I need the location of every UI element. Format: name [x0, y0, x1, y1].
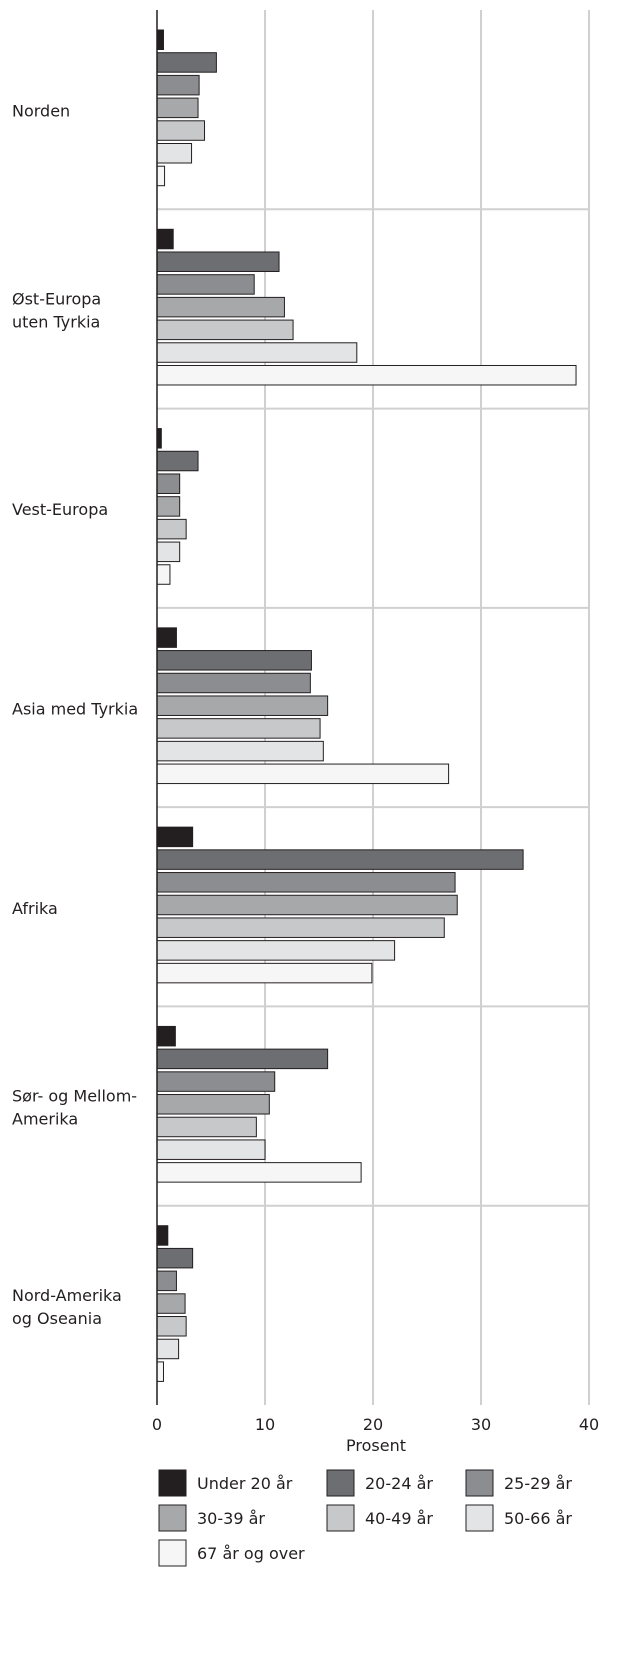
bar: [156, 1116, 257, 1138]
bar: [156, 1316, 187, 1337]
bar: [156, 52, 217, 73]
x-tick-label: 40: [579, 1415, 599, 1434]
bar: [156, 627, 177, 648]
x-tick-label: 30: [471, 1415, 491, 1434]
bar: [156, 940, 396, 961]
category-label: Afrika: [12, 899, 58, 918]
bar: [156, 473, 181, 494]
x-tick-label: 20: [363, 1415, 383, 1434]
bar: [156, 894, 458, 916]
legend-swatch: [465, 1504, 494, 1532]
bar: [156, 1293, 186, 1314]
bar: [156, 251, 280, 272]
category-label: Øst-Europa uten Tyrkia: [12, 289, 101, 331]
bar: [156, 826, 194, 848]
legend-label: 20-24 år: [365, 1474, 433, 1493]
x-axis-label: Prosent: [346, 1436, 406, 1455]
bar: [156, 849, 524, 870]
bar: [156, 1162, 362, 1183]
bar: [156, 1094, 270, 1115]
bar: [156, 143, 193, 164]
bar: [156, 763, 450, 785]
legend-swatch: [158, 1539, 187, 1567]
legend-label: 25-29 år: [504, 1474, 572, 1493]
bar: [156, 518, 187, 540]
legend-label: 30-39 år: [197, 1509, 265, 1528]
bar: [156, 1338, 180, 1360]
bar: [156, 1247, 194, 1269]
bar: [156, 1225, 169, 1246]
x-tick-label: 10: [255, 1415, 275, 1434]
bar: [156, 74, 200, 96]
bar: [156, 450, 199, 472]
bar: [156, 718, 321, 739]
legend-label: 40-49 år: [365, 1509, 433, 1528]
bar: [156, 740, 324, 762]
category-label: Norden: [12, 102, 70, 121]
x-tick-label: 0: [152, 1415, 162, 1434]
bar: [156, 872, 456, 893]
bar: [156, 1361, 164, 1382]
bar: [156, 97, 199, 119]
category-label: Nord-Amerika og Oseania: [12, 1286, 122, 1328]
bar: [156, 364, 577, 386]
bar: [156, 342, 358, 363]
bar: [156, 564, 171, 585]
bar: [156, 541, 181, 563]
legend-swatch: [158, 1469, 187, 1497]
bar: [156, 319, 294, 341]
bar: [156, 650, 312, 671]
legend-label: 67 år og over: [197, 1544, 305, 1563]
bar: [156, 695, 329, 716]
bar: [156, 917, 445, 938]
legend-swatch: [326, 1469, 355, 1497]
bar: [156, 228, 174, 250]
legend-swatch: [326, 1504, 355, 1532]
legend-swatch: [158, 1504, 187, 1532]
category-label: Asia med Tyrkia: [12, 700, 138, 719]
bar: [156, 1270, 177, 1292]
category-label: Vest-Europa: [12, 500, 108, 519]
legend-swatch: [465, 1469, 494, 1497]
bar: [156, 1025, 176, 1047]
bar: [156, 29, 164, 50]
bar: [156, 165, 166, 187]
bar: [156, 1048, 329, 1070]
bar: [156, 496, 181, 517]
bar: [156, 672, 311, 694]
bar: [156, 962, 373, 984]
bar: [156, 274, 255, 295]
bar: [156, 1139, 266, 1160]
bar: [156, 296, 285, 318]
bar: [156, 1071, 276, 1092]
legend-label: 50-66 år: [504, 1509, 572, 1528]
legend-label: Under 20 år: [197, 1474, 293, 1493]
bar: [156, 120, 206, 141]
category-label: Sør- og Mellom-Amerika: [12, 1087, 137, 1129]
